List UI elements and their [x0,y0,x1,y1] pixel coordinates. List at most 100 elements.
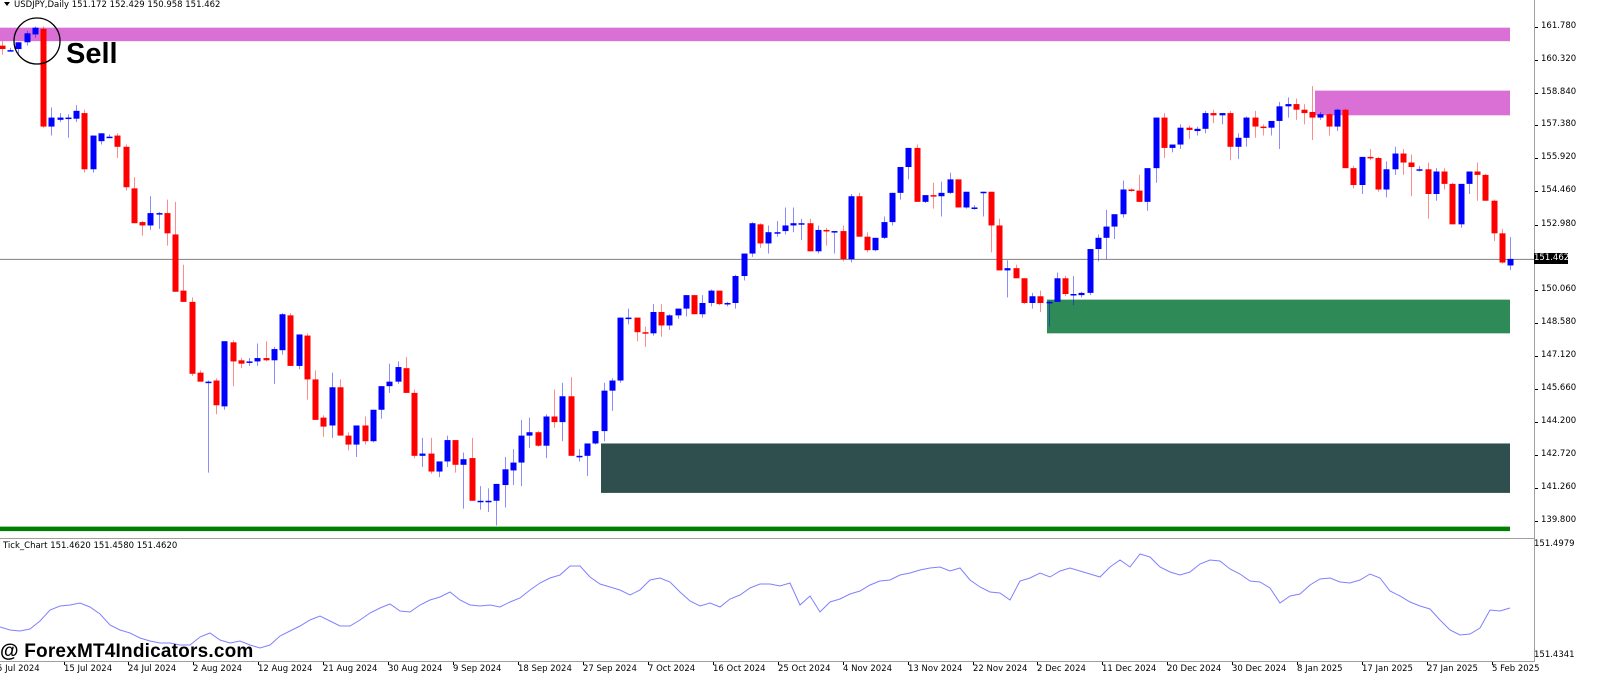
candle [1350,165,1357,189]
candle [741,253,748,281]
candle [1169,144,1176,153]
date-tick-label: 5 Feb 2025 [1492,664,1540,674]
candle [279,313,286,355]
candle [963,191,970,209]
candle [675,308,682,319]
price-tick-label: 152.980 [1541,219,1577,229]
candle [815,225,822,254]
candle [1342,108,1349,169]
price-tick-label: 158.840 [1541,87,1577,97]
candle [312,370,319,420]
candle [1235,133,1242,160]
date-tick-label: 12 Aug 2024 [258,664,313,674]
indicator-tick-label: 151.4979 [1534,539,1575,549]
candle [1482,173,1489,201]
watermark: @ ForexMT4Indicators.com [0,641,254,662]
candle [1507,237,1514,271]
candle [411,389,418,459]
candle [914,144,921,202]
price-tick-label: 148.580 [1541,317,1577,327]
candle [1136,174,1143,202]
candle [419,437,426,468]
candle [823,227,830,246]
candle [1186,125,1193,139]
candle [189,297,196,377]
candle [24,31,31,46]
candle [254,343,261,366]
candle [1252,110,1259,138]
candle [947,172,954,194]
candle [905,147,912,180]
supply-zone-top [0,27,1510,42]
candle [1276,101,1283,150]
candle [634,317,641,342]
candle [1293,98,1300,120]
candle [304,333,311,400]
date-tick-label: 2 Dec 2024 [1037,664,1086,674]
date-tick-label: 5 Jul 2024 [0,664,40,674]
candle [172,201,179,292]
price-tick-label: 144.200 [1541,416,1577,426]
demand-zone-green [1047,299,1510,334]
candle [1326,113,1333,136]
candle [922,195,929,203]
candle [90,135,97,173]
candle [287,313,294,366]
dropdown-triangle-icon[interactable] [4,2,10,6]
candle [1037,290,1044,312]
candle [1449,182,1456,225]
candle [1177,124,1184,150]
candle [872,237,879,252]
candle [1334,108,1341,132]
candle [930,182,937,209]
candle [197,370,204,382]
candle [65,114,72,138]
candle [1425,162,1432,219]
date-tick-label: 30 Aug 2024 [388,664,443,674]
candle [1383,161,1390,198]
candle [386,363,393,393]
candle [774,220,781,237]
candle [493,483,500,526]
candle [1317,111,1324,120]
candle [666,314,673,330]
candle [1285,97,1292,118]
candle [732,274,739,309]
candle [683,295,690,317]
candle [15,42,22,56]
candle [535,431,542,447]
candle [1466,171,1473,194]
current-price-label: 151.462 [1534,253,1570,264]
price-tick-label: 139.800 [1541,515,1577,525]
tick-chart-indicator-line [0,553,1511,649]
candle [205,380,212,473]
date-tick-marks [64,662,1493,665]
candle [296,334,303,370]
candle [139,220,146,236]
candle [955,179,962,208]
candle [592,431,599,445]
date-tick-label: 27 Jan 2025 [1427,664,1478,674]
candle [716,290,723,306]
candle [1144,168,1151,211]
candle [1078,291,1085,298]
candle [576,449,583,462]
price-tick-label: 141.260 [1541,482,1577,492]
candle [526,417,533,448]
candle [691,295,698,315]
symbol-header: USDJPY,Daily 151.172 152.429 150.958 151… [14,0,221,10]
candle [1087,249,1094,296]
candle [329,372,336,438]
date-tick-label: 18 Sep 2024 [518,664,572,674]
candle [988,191,995,253]
candle [353,425,360,457]
candle [452,440,459,473]
candle [106,134,113,139]
date-tick-label: 9 Sep 2024 [453,664,502,674]
date-tick-label: 25 Oct 2024 [778,664,831,674]
candle [609,378,616,411]
candle [98,133,105,145]
candle [1268,120,1275,136]
candle [749,222,756,257]
